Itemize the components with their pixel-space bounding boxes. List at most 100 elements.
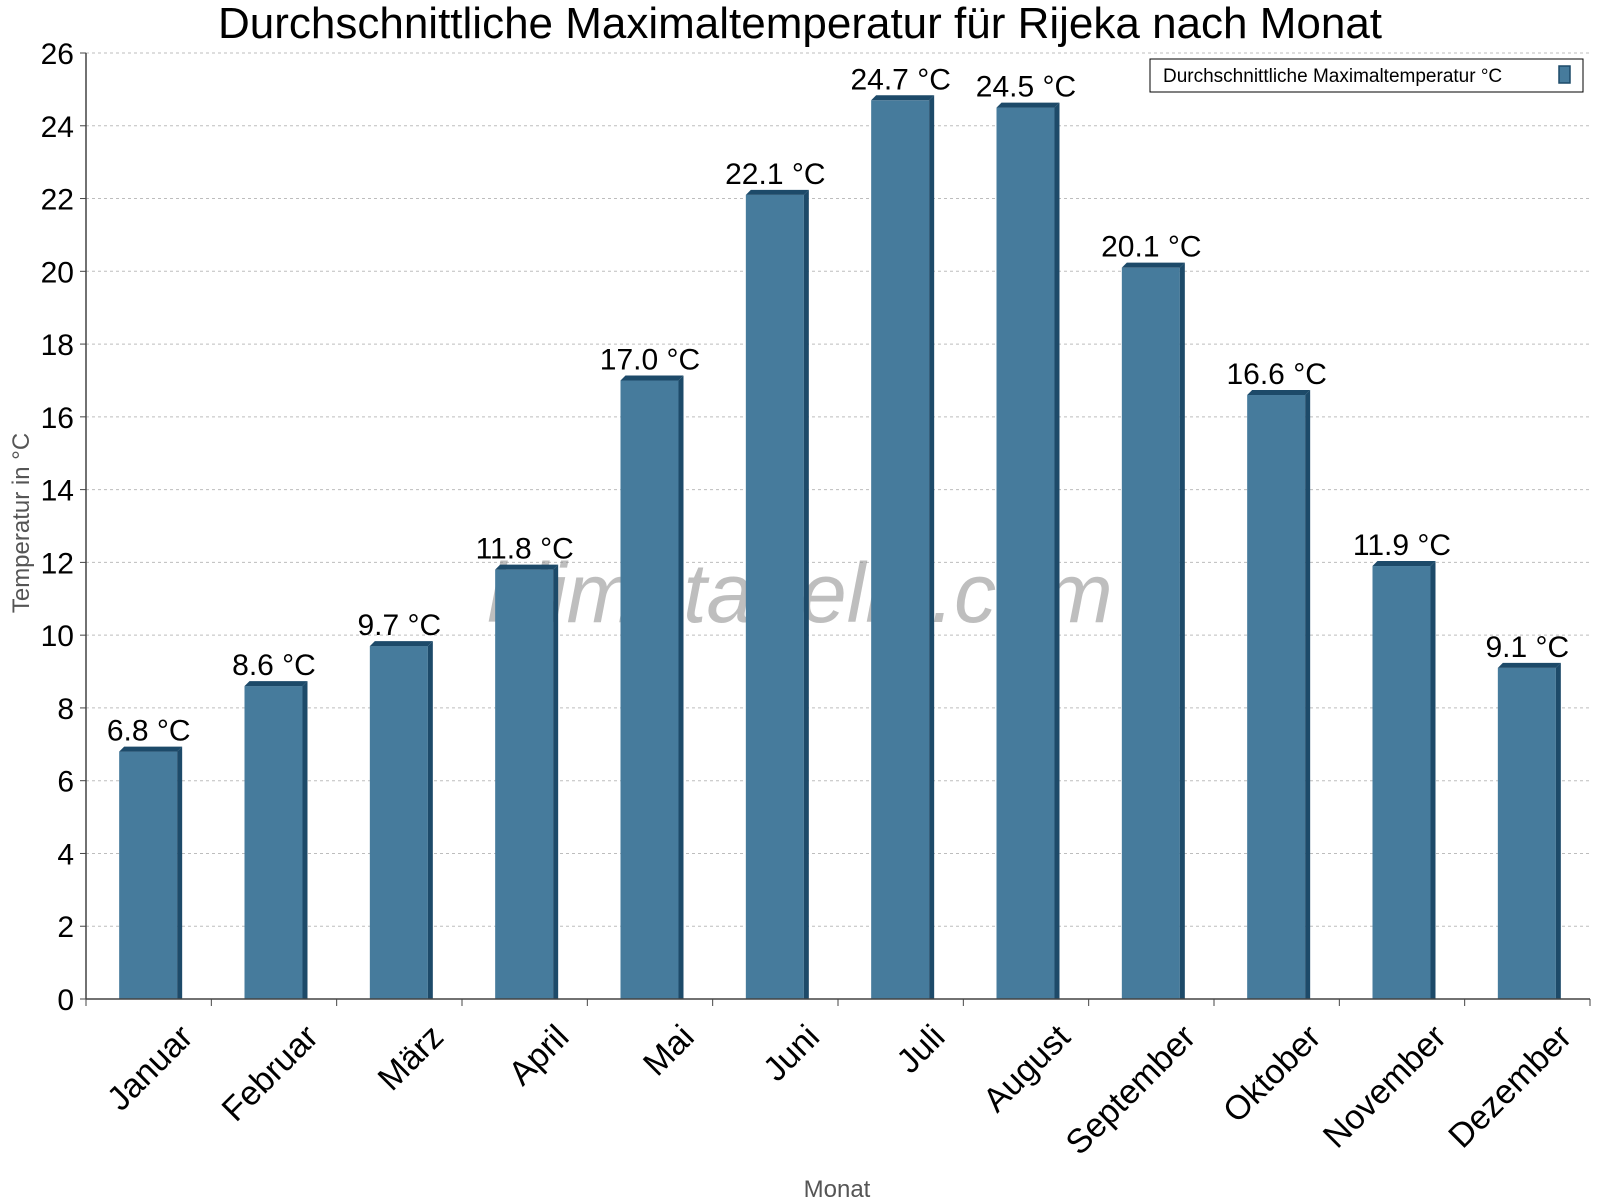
data-label: 9.1 °C	[1485, 631, 1569, 664]
x-tick-label: Mai	[636, 1018, 702, 1084]
bar-side	[803, 189, 809, 999]
x-axis-title: Monat	[804, 1176, 871, 1200]
y-tick-label: 8	[57, 693, 74, 726]
bar-April	[495, 564, 559, 999]
bar-top	[1497, 662, 1561, 668]
bar-Januar	[119, 746, 183, 999]
bar-August	[996, 102, 1060, 1000]
x-tick-label: Oktober	[1216, 1018, 1328, 1130]
legend-label: Durchschnittliche Maximaltemperatur °C	[1163, 66, 1502, 87]
bar-März	[369, 641, 433, 999]
data-label: 11.9 °C	[1353, 529, 1451, 562]
data-label: 24.5 °C	[976, 71, 1076, 104]
y-tick-label: 4	[57, 838, 74, 871]
x-tick-label: Dezember	[1441, 1018, 1579, 1156]
data-label: 9.7 °C	[357, 609, 441, 642]
x-tick-label: August	[976, 1017, 1078, 1119]
bar-November	[1372, 561, 1436, 999]
bar-Juni	[745, 189, 809, 999]
bar-side	[302, 681, 308, 999]
bar-face	[871, 100, 930, 1000]
bar-face	[244, 686, 303, 999]
bar-face	[1372, 566, 1431, 999]
bar-face	[1497, 667, 1556, 999]
data-label: 8.6 °C	[232, 649, 316, 682]
x-tick-label: Februar	[215, 1018, 326, 1129]
bar-September	[1121, 262, 1185, 1000]
bar-face	[495, 569, 554, 999]
x-tick-label: März	[371, 1018, 451, 1098]
bar-top	[996, 102, 1060, 108]
legend-box	[1149, 58, 1584, 93]
bar-side	[1179, 262, 1185, 1000]
bar-top	[495, 564, 559, 570]
bars	[119, 95, 1561, 1000]
y-tick-label: 2	[57, 911, 74, 944]
bar-top	[1372, 561, 1436, 567]
bar-top	[745, 189, 809, 195]
axes	[80, 52, 1591, 1006]
bar-Oktober	[1247, 390, 1311, 999]
y-tick-label: 6	[57, 766, 74, 799]
data-label: 22.1 °C	[725, 158, 825, 191]
bar-side	[177, 746, 183, 999]
x-tick-label: November	[1316, 1018, 1454, 1156]
bar-face	[620, 380, 679, 999]
bar-side	[1555, 662, 1561, 999]
bar-face	[1247, 395, 1306, 999]
legend-swatch	[1558, 65, 1571, 84]
y-tick-label: 24	[41, 111, 74, 144]
bar-face	[1121, 267, 1180, 1000]
bar-top	[1247, 390, 1311, 396]
bar-Juli	[871, 95, 935, 1000]
y-axis-title: Temperatur in °C	[8, 433, 35, 613]
x-tick-label: Januar	[100, 1018, 200, 1118]
x-tick-label: April	[501, 1018, 576, 1093]
x-tick-labels: Januar Februar März April Mai Juni Juli AugustS…	[100, 1017, 1579, 1162]
bar-top	[871, 95, 935, 101]
data-label: 16.6 °C	[1226, 358, 1326, 391]
y-tick-label: 10	[41, 620, 74, 653]
bar-face	[996, 107, 1055, 1000]
y-tick-label: 12	[41, 547, 74, 580]
data-label: 24.7 °C	[850, 63, 950, 96]
bar-side	[678, 375, 684, 999]
bar-top	[1121, 262, 1185, 268]
bar-side	[1430, 561, 1436, 999]
y-tick-label: 22	[41, 184, 74, 217]
x-tick-label: Juni	[756, 1018, 827, 1089]
bar-top	[119, 746, 183, 752]
y-tick-label: 14	[41, 475, 74, 508]
bar-face	[745, 194, 804, 999]
y-tick-label: 16	[41, 402, 74, 435]
chart-title: Durchschnittliche Maximaltemperatur für …	[218, 0, 1382, 48]
bar-side	[427, 641, 433, 999]
bar-Februar	[244, 681, 308, 999]
x-tick-label: September	[1059, 1018, 1203, 1162]
y-tick-label: 0	[57, 984, 74, 1017]
bar-side	[553, 564, 559, 999]
bar-top	[369, 641, 433, 647]
bar-top	[244, 681, 308, 687]
data-labels: 6.8 °C 8.6 °C 9.7 °C 11.8 °C 17.0 °C 22.1 °C 2…	[107, 63, 1569, 747]
y-tick-label: 20	[41, 256, 74, 289]
gridlines	[86, 52, 1590, 927]
legend: Durchschnittliche Maximaltemperatur °C	[1149, 58, 1584, 93]
bar-Mai	[620, 375, 684, 999]
data-label: 6.8 °C	[107, 715, 191, 748]
bar-side	[1054, 102, 1060, 1000]
bar-face	[119, 751, 178, 999]
data-label: 11.8 °C	[476, 533, 574, 566]
bar-top	[620, 375, 684, 381]
bar-face	[369, 646, 428, 999]
y-tick-label: 18	[41, 329, 74, 362]
y-tick-label: 26	[41, 38, 74, 71]
bar-Dezember	[1497, 662, 1561, 999]
bar-side	[929, 95, 935, 1000]
data-label: 17.0 °C	[600, 343, 700, 376]
x-tick-label: Juli	[889, 1018, 952, 1081]
data-label: 20.1 °C	[1101, 231, 1201, 264]
bar-side	[1305, 390, 1311, 999]
